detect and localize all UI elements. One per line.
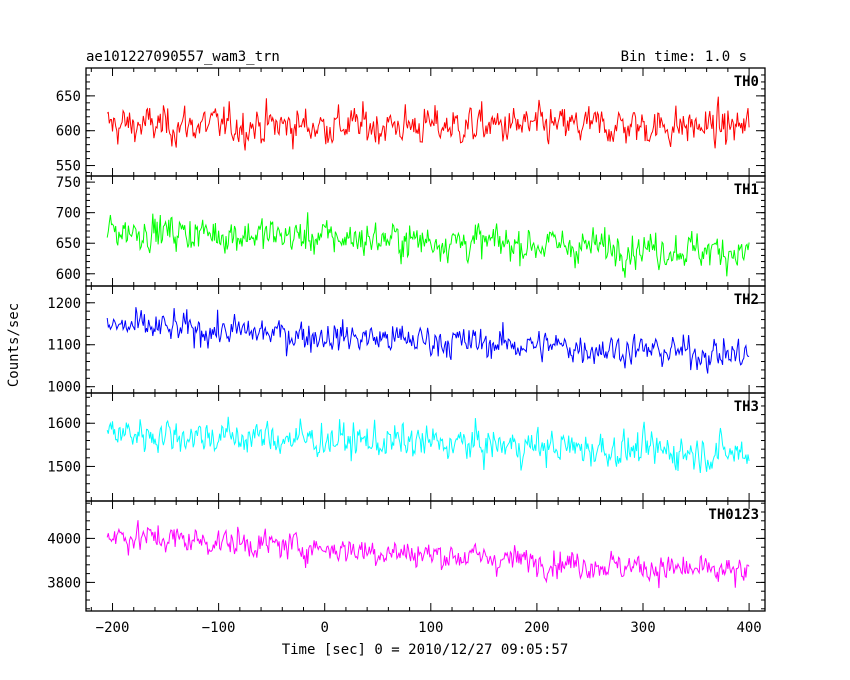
series-line-th0 bbox=[106, 96, 750, 151]
x-tick-label: 400 bbox=[736, 620, 761, 636]
series-line-th1 bbox=[106, 212, 750, 278]
x-tick-label: −100 bbox=[202, 620, 236, 636]
x-axis: −200 −100 0 100 200 300 400 bbox=[96, 620, 762, 636]
series-line-th0123 bbox=[106, 520, 750, 589]
x-tick-label: −200 bbox=[96, 620, 130, 636]
y-tick-label: 550 bbox=[56, 159, 81, 175]
x-tick-label: 0 bbox=[320, 620, 328, 636]
y-axis-label: Counts/sec bbox=[6, 303, 22, 387]
panels-group: 550 600 650 TH0 600 650 700 750 TH1 1000 1100 1200 T… bbox=[47, 67, 766, 612]
x-tick-label: 100 bbox=[418, 620, 443, 636]
y-tick-label: 3800 bbox=[47, 575, 81, 591]
series-line-th3 bbox=[106, 416, 750, 473]
panel-frame bbox=[85, 285, 766, 394]
y-tick-label: 650 bbox=[56, 236, 81, 252]
panel-th3: 1500 1600 TH3 bbox=[47, 392, 766, 502]
y-tick-label: 600 bbox=[56, 267, 81, 283]
panel-frame bbox=[85, 500, 766, 612]
series-line-th2 bbox=[106, 307, 750, 374]
x-tick-label: 300 bbox=[630, 620, 655, 636]
chart-title: ae101227090557_wam3_trn bbox=[86, 49, 280, 65]
y-tick-label: 1200 bbox=[47, 296, 81, 312]
y-tick-label: 4000 bbox=[47, 531, 81, 547]
panel-th0123: 3800 4000 TH0123 bbox=[47, 500, 766, 612]
panel-label-th2: TH2 bbox=[734, 292, 759, 308]
panel-label-th1: TH1 bbox=[734, 182, 759, 198]
y-tick-label: 1500 bbox=[47, 459, 81, 475]
panel-th0: 550 600 650 TH0 bbox=[56, 67, 766, 177]
y-tick-label: 1600 bbox=[47, 416, 81, 432]
panel-th1: 600 650 700 750 TH1 bbox=[56, 175, 766, 287]
panel-label-th0: TH0 bbox=[734, 74, 759, 90]
y-tick-label: 750 bbox=[56, 175, 81, 191]
panel-frame bbox=[85, 392, 766, 502]
y-tick-label: 1100 bbox=[47, 338, 81, 354]
y-tick-label: 700 bbox=[56, 206, 81, 222]
panel-frame bbox=[85, 175, 766, 287]
x-axis-label: Time [sec] 0 = 2010/12/27 09:05:57 bbox=[282, 642, 569, 658]
y-tick-label: 650 bbox=[56, 89, 81, 105]
y-tick-label: 1000 bbox=[47, 380, 81, 396]
y-tick-label: 600 bbox=[56, 124, 81, 140]
bin-time-label: Bin time: 1.0 s bbox=[621, 49, 747, 65]
panel-th2: 1000 1100 1200 TH2 bbox=[47, 285, 766, 396]
panel-label-th0123: TH0123 bbox=[708, 507, 759, 523]
x-tick-label: 200 bbox=[524, 620, 549, 636]
panel-label-th3: TH3 bbox=[734, 399, 759, 415]
